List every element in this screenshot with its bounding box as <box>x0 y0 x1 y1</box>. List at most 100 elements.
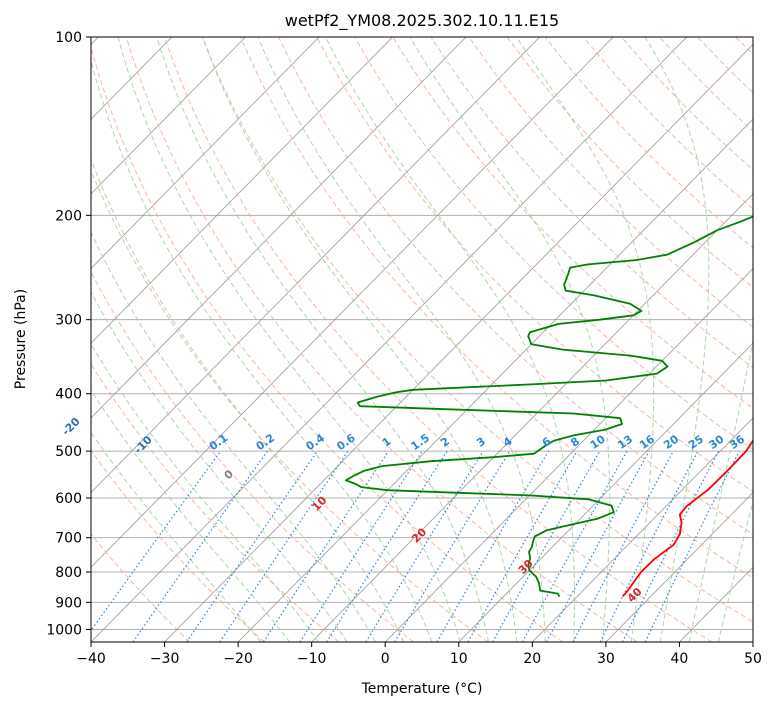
x-tick-label: 30 <box>597 651 615 667</box>
mixing-ratio-line <box>622 450 720 642</box>
isotherm-line <box>679 566 753 642</box>
mixing-ratio-label: 20 <box>661 432 681 452</box>
moist-adiabat-line <box>91 431 262 642</box>
dry-adiabat-line <box>163 37 713 642</box>
dry-adiabat-line <box>544 37 753 249</box>
dry-adiabat-line <box>697 37 753 94</box>
x-tick-label: 40 <box>670 651 688 667</box>
moist-adiabat-line <box>409 37 611 642</box>
temperature-profile-line <box>622 439 753 598</box>
mixing-ratio-line <box>219 450 349 642</box>
dry-adiabat-line <box>354 37 753 451</box>
mixing-ratio-label: 1.5 <box>409 431 432 453</box>
isotherm-line <box>237 118 753 642</box>
x-tick-label: 50 <box>744 651 762 667</box>
moist-adiabat-line <box>202 37 518 642</box>
dry-adiabat-label: -30 <box>0 378 3 401</box>
moist-adiabat-line <box>257 37 546 642</box>
mixing-ratio-line <box>599 450 699 642</box>
mixing-ratio-line <box>132 450 268 642</box>
y-tick-label: 800 <box>55 565 82 581</box>
x-tick-label: −20 <box>223 651 253 667</box>
mixing-ratio-label: 0.4 <box>304 431 328 453</box>
mixing-ratio-label: 0.1 <box>207 431 230 453</box>
moist-adiabat-line <box>515 37 655 642</box>
x-tick-label: 0 <box>381 651 390 667</box>
isotherm-line <box>532 417 753 642</box>
mixing-ratio-label: 0.6 <box>334 431 358 453</box>
isotherm-line <box>164 43 753 642</box>
y-tick-label: 900 <box>55 595 82 611</box>
moist-adiabat-line <box>688 338 753 642</box>
y-tick-label: 500 <box>55 444 82 460</box>
moist-adiabat-line <box>156 37 489 642</box>
x-axis-label: Temperature (°C) <box>361 681 483 697</box>
moist-adiabat-line <box>717 499 753 642</box>
isotherm-line <box>91 37 393 344</box>
isotherm-line <box>91 37 614 568</box>
mixing-ratio-line <box>394 450 511 642</box>
mixing-ratio-label: 10 <box>588 432 608 452</box>
moist-adiabat-line <box>91 59 433 642</box>
plot-area <box>91 37 753 642</box>
mixing-ratio-label: 36 <box>727 432 747 452</box>
moist-adiabat-line <box>91 158 405 642</box>
mixing-ratio-line <box>644 450 740 642</box>
mixing-ratio-label: 3 <box>474 435 488 450</box>
dry-adiabat-line <box>430 37 753 369</box>
y-tick-label: 400 <box>55 387 82 403</box>
mixing-ratio-label: 8 <box>568 435 582 450</box>
moist-adiabat-line <box>644 37 710 642</box>
dry-adiabat-line <box>506 37 753 288</box>
dry-adiabat-label: -20 <box>59 415 82 438</box>
moist-adiabat-line <box>325 37 575 642</box>
moist-adiabat-line <box>117 37 461 642</box>
dewpoint-profile-line <box>345 215 753 598</box>
mixing-ratio-line <box>299 450 423 642</box>
mixing-ratio-line <box>572 450 674 642</box>
dry-adiabat-line <box>125 37 638 642</box>
mixing-ratio-line <box>262 450 390 642</box>
mixing-ratio-label: 30 <box>706 432 726 452</box>
x-tick-label: 10 <box>450 651 468 667</box>
mixing-ratio-line <box>91 450 222 632</box>
x-tick-label: −30 <box>150 651 180 667</box>
dry-adiabat-line <box>468 37 753 328</box>
dry-adiabat-label: 0 <box>222 467 237 482</box>
x-tick-label: 20 <box>523 651 541 667</box>
dry-adiabat-label: -10 <box>132 433 155 456</box>
moist-adiabat-line <box>91 231 376 642</box>
mixing-ratio-line <box>326 450 448 642</box>
dry-adiabat-line <box>202 37 753 623</box>
moist-adiabat-line <box>91 342 319 642</box>
chart-title: wetPf2_YM08.2025.302.10.11.E15 <box>285 11 559 31</box>
y-tick-label: 1000 <box>46 622 82 638</box>
isotherm-line <box>91 37 467 419</box>
dry-adiabat-line <box>735 37 753 56</box>
moist-adiabat-line <box>91 291 348 642</box>
isotherm-line <box>752 641 753 642</box>
y-tick-label: 600 <box>55 491 82 507</box>
moist-adiabat-line <box>91 389 291 642</box>
y-axis-label: Pressure (hPa) <box>13 289 29 389</box>
dry-adiabat-line <box>91 270 414 642</box>
mixing-ratio-line <box>186 450 318 642</box>
dry-adiabat-line <box>91 168 489 642</box>
plot-frame <box>90 36 754 643</box>
dry-adiabat-line <box>659 37 753 132</box>
isotherm-line <box>384 267 753 642</box>
dry-adiabat-line <box>91 45 563 642</box>
mixing-ratio-label: 16 <box>637 432 657 452</box>
mixing-ratio-label: 0.2 <box>254 431 277 453</box>
isotherm-line <box>91 37 540 494</box>
mixing-ratio-label: 1 <box>380 435 394 450</box>
isotherm-line <box>605 492 753 642</box>
isotherm-line <box>91 37 688 642</box>
dry-adiabat-line <box>91 533 191 642</box>
isotherm-line <box>458 342 753 642</box>
y-tick-label: 300 <box>55 313 82 329</box>
mixing-ratio-line <box>521 450 628 642</box>
y-tick-label: 100 <box>55 30 82 46</box>
dry-adiabat-label: 10 <box>309 494 329 514</box>
mixing-ratio-line <box>546 450 650 642</box>
